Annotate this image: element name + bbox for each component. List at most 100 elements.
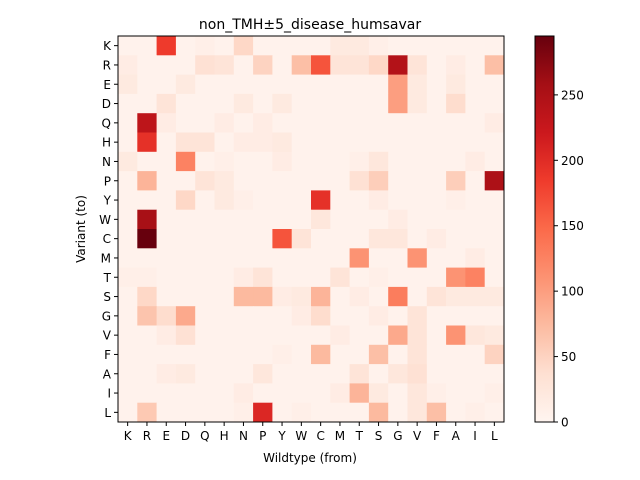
heatmap-cell-E-A: [446, 74, 466, 95]
heatmap-cell-R-F: [426, 55, 447, 75]
x-tick-label: M: [335, 429, 345, 443]
heatmap-cell-M-A: [446, 248, 466, 268]
heatmap-cell-S-R: [137, 286, 157, 307]
heatmap-cell-R-H: [214, 55, 235, 75]
heatmap-cell-K-S: [368, 36, 389, 56]
colorbar-tick-label: 100: [561, 285, 584, 299]
x-tick-label: Y: [277, 429, 286, 443]
x-tick-label: I: [473, 429, 477, 443]
heatmap-cell-S-K: [118, 286, 138, 307]
heatmap-cell-E-N: [233, 74, 254, 95]
heatmap-cell-L-G: [388, 402, 408, 423]
heatmap-cell-Q-K: [118, 113, 138, 133]
heatmap-cell-S-F: [426, 286, 447, 307]
heatmap-cell-E-H: [214, 74, 235, 95]
heatmap-cell-M-H: [214, 248, 235, 268]
heatmap-cell-V-F: [426, 325, 447, 346]
heatmap-cell-K-T: [349, 36, 370, 56]
heatmap-cell-N-Y: [272, 151, 293, 172]
heatmap-cell-S-W: [291, 286, 312, 307]
heatmap-cell-D-G: [388, 93, 408, 114]
heatmap-cell-K-W: [291, 36, 312, 56]
heatmap-cell-V-Q: [195, 325, 215, 346]
heatmap-cell-G-N: [233, 306, 254, 326]
heatmap-cell-P-E: [156, 171, 177, 191]
heatmap-cell-K-E: [156, 36, 177, 56]
heatmap-cell-Y-Q: [195, 190, 215, 211]
heatmap-cell-G-D: [175, 306, 196, 326]
heatmap-cell-Q-N: [233, 113, 254, 133]
heatmap-cell-L-L: [484, 402, 505, 423]
heatmap-cell-A-V: [407, 364, 428, 384]
heatmap-cell-Q-W: [291, 113, 312, 133]
heatmap-cell-H-T: [349, 132, 370, 153]
heatmap-cell-Q-M: [330, 113, 350, 133]
heatmap-cell-Y-R: [137, 190, 157, 211]
heatmap-cell-A-N: [233, 364, 254, 384]
heatmap-cell-I-H: [214, 383, 235, 404]
heatmap-cell-N-S: [368, 151, 389, 172]
heatmap-cell-Y-I: [465, 190, 486, 211]
heatmap-cell-P-S: [368, 171, 389, 191]
heatmap-cell-L-T: [349, 402, 370, 423]
heatmap-cell-A-I: [465, 364, 486, 384]
heatmap-cell-D-V: [407, 93, 428, 114]
heatmap-cell-V-R: [137, 325, 157, 346]
heatmap-cell-M-D: [175, 248, 196, 268]
heatmap-cell-A-T: [349, 364, 370, 384]
colorbar-tick-label: 50: [561, 350, 576, 364]
heatmap-cell-Y-V: [407, 190, 428, 211]
x-tick-label: G: [393, 429, 402, 443]
heatmap-cell-I-K: [118, 383, 138, 404]
heatmap-cell-H-F: [426, 132, 447, 153]
heatmap-cell-Y-T: [349, 190, 370, 211]
heatmap-cell-L-S: [368, 402, 389, 423]
colorbar-tick-label: 200: [561, 154, 584, 168]
heatmap-cell-S-I: [465, 286, 486, 307]
heatmap-cell-S-Q: [195, 286, 215, 307]
heatmap-cell-D-H: [214, 93, 235, 114]
heatmap-cell-R-V: [407, 55, 428, 75]
heatmap-cell-H-D: [175, 132, 196, 153]
heatmap-cell-G-A: [446, 306, 466, 326]
heatmap-cell-G-Y: [272, 306, 293, 326]
heatmap-cell-M-S: [368, 248, 389, 268]
heatmap-cell-E-V: [407, 74, 428, 95]
y-tick-label: D: [102, 97, 111, 111]
y-tick-label: K: [103, 39, 112, 53]
heatmap-cell-V-V: [407, 325, 428, 346]
heatmap-cell-N-V: [407, 151, 428, 172]
heatmap-cell-I-Y: [272, 383, 293, 404]
heatmap-cell-F-K: [118, 344, 138, 365]
heatmap-cell-E-Y: [272, 74, 293, 95]
y-tick-label: M: [101, 251, 111, 265]
heatmap-cell-R-N: [233, 55, 254, 75]
heatmap-cell-W-N: [233, 209, 254, 230]
heatmap-cell-L-A: [446, 402, 466, 423]
heatmap-cell-I-T: [349, 383, 370, 404]
heatmap-cell-H-E: [156, 132, 177, 153]
heatmap-cell-S-A: [446, 286, 466, 307]
heatmap-cell-P-V: [407, 171, 428, 191]
heatmap-cell-L-V: [407, 402, 428, 423]
heatmap-cell-W-H: [214, 209, 235, 230]
heatmap-cell-E-I: [465, 74, 486, 95]
heatmap-cell-W-S: [368, 209, 389, 230]
heatmap-cell-P-L: [484, 171, 505, 191]
heatmap-cell-I-M: [330, 383, 350, 404]
heatmap-cell-Q-Q: [195, 113, 215, 133]
heatmap-cell-T-W: [291, 267, 312, 288]
heatmap-cell-A-R: [137, 364, 157, 384]
heatmap-cell-E-R: [137, 74, 157, 95]
heatmap-cell-G-T: [349, 306, 370, 326]
heatmap-cell-N-A: [446, 151, 466, 172]
heatmap-cell-W-L: [484, 209, 505, 230]
heatmap-cell-D-Y: [272, 93, 293, 114]
plot-frame: [117, 35, 505, 423]
heatmap-cell-A-P: [253, 364, 273, 384]
heatmap-cell-L-R: [137, 402, 157, 423]
heatmap-cell-M-L: [484, 248, 505, 268]
heatmap-cell-Y-F: [426, 190, 447, 211]
heatmap-cell-H-H: [214, 132, 235, 153]
heatmap-cell-N-L: [484, 151, 505, 172]
